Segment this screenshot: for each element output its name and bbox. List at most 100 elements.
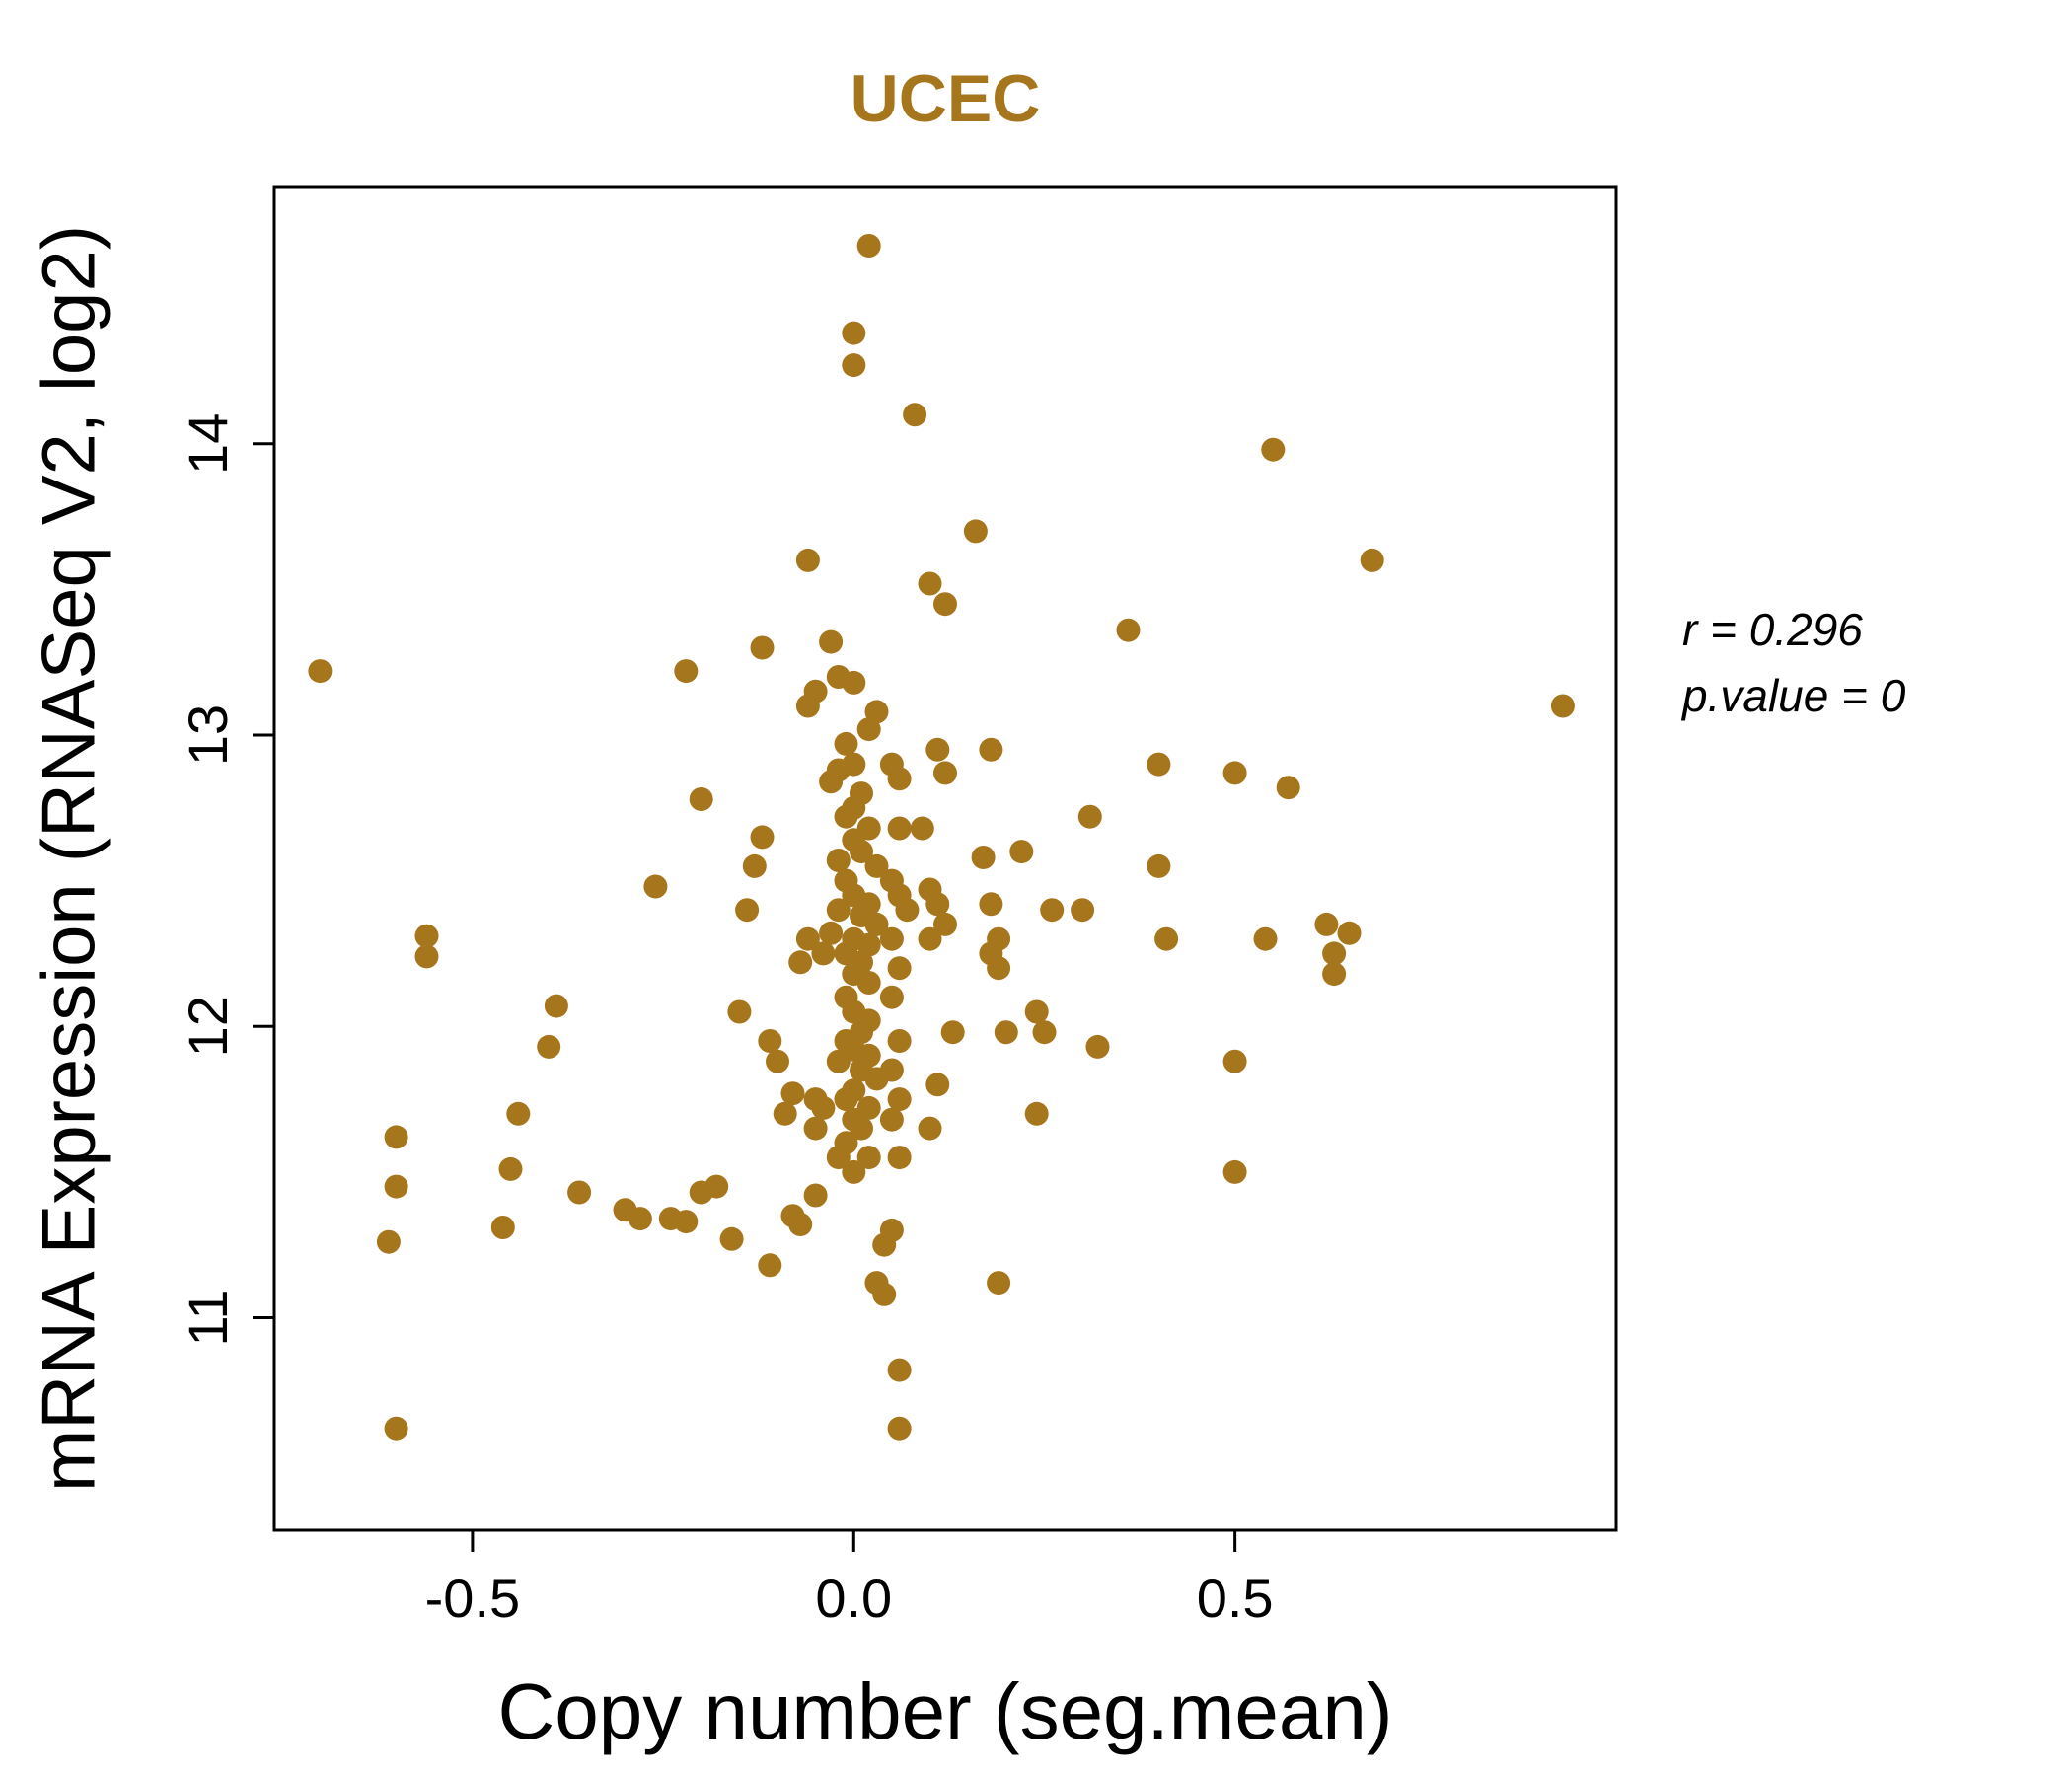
data-point	[856, 1008, 881, 1033]
data-point	[1040, 898, 1065, 923]
data-point	[903, 403, 927, 427]
data-point	[537, 1034, 561, 1059]
data-point	[887, 767, 912, 791]
data-point	[490, 1216, 515, 1239]
data-point	[887, 816, 912, 841]
data-point	[567, 1180, 592, 1205]
data-point	[788, 950, 813, 975]
data-point	[1314, 912, 1339, 936]
data-point	[850, 840, 873, 864]
data-point	[933, 592, 957, 617]
data-point	[1222, 1049, 1247, 1073]
data-point	[1222, 1159, 1247, 1184]
x-tick-label: 0.5	[1197, 1567, 1274, 1629]
data-point	[758, 1253, 782, 1278]
data-point	[1085, 1034, 1110, 1059]
y-tick-label: 14	[177, 413, 239, 475]
data-point	[803, 1183, 828, 1208]
data-point	[811, 941, 836, 966]
data-point	[910, 816, 934, 841]
data-point	[1222, 761, 1247, 785]
data-point	[727, 999, 752, 1024]
data-point	[384, 1125, 408, 1149]
data-point	[414, 924, 439, 948]
data-point	[856, 892, 881, 917]
data-point	[879, 1218, 904, 1242]
data-point	[994, 1020, 1018, 1045]
data-point	[735, 898, 760, 923]
data-point	[887, 1087, 912, 1112]
data-point	[628, 1207, 652, 1231]
data-point	[856, 1043, 881, 1068]
data-point	[987, 956, 1011, 981]
data-point	[842, 670, 866, 695]
data-point	[842, 1078, 866, 1103]
data-point	[766, 1049, 789, 1073]
data-point	[819, 921, 844, 945]
data-point	[742, 853, 767, 878]
p-value-text: p.value = 0	[1682, 669, 1906, 721]
data-point	[544, 994, 568, 1018]
data-point	[376, 1229, 401, 1254]
x-tick-label: -0.5	[425, 1567, 521, 1629]
data-point	[879, 985, 904, 1009]
data-point	[803, 679, 828, 703]
data-point	[925, 892, 950, 917]
data-point	[864, 853, 889, 878]
data-point	[842, 321, 866, 345]
data-point	[1322, 962, 1347, 987]
data-point	[819, 629, 844, 654]
correlation-annotation: r = 0.296 p.value = 0	[1682, 597, 1905, 728]
data-point	[842, 353, 866, 378]
data-point	[971, 846, 996, 869]
data-point	[887, 1029, 912, 1053]
data-point	[384, 1174, 408, 1199]
data-point	[864, 912, 889, 936]
data-point	[856, 816, 881, 841]
data-point	[842, 752, 866, 777]
data-point	[963, 519, 988, 544]
data-point	[1261, 437, 1286, 462]
data-point	[834, 731, 858, 756]
data-point	[933, 912, 957, 936]
data-point	[856, 971, 881, 995]
data-point	[689, 787, 713, 811]
data-point	[918, 571, 942, 596]
data-point	[918, 926, 942, 951]
data-point	[811, 1095, 836, 1120]
data-point	[979, 892, 1003, 917]
data-point	[643, 874, 668, 899]
data-point	[887, 1358, 912, 1382]
data-point	[1077, 804, 1102, 829]
data-point	[826, 849, 851, 872]
data-point	[856, 1146, 881, 1170]
data-point	[1550, 694, 1575, 718]
data-point	[1009, 840, 1034, 864]
data-point	[834, 1131, 858, 1155]
data-point	[842, 1159, 866, 1184]
x-axis-label: Copy number (seg.mean)	[497, 1667, 1393, 1755]
data-point	[933, 761, 957, 785]
data-point	[1360, 548, 1384, 572]
data-point	[887, 1416, 912, 1441]
data-point	[1032, 1020, 1057, 1045]
plot-border	[272, 185, 1618, 1532]
data-point	[780, 1081, 805, 1106]
data-point	[856, 1095, 881, 1120]
data-point	[987, 926, 1011, 951]
data-point	[704, 1174, 729, 1199]
data-point	[895, 898, 920, 923]
data-point	[758, 1029, 782, 1053]
data-point	[773, 1101, 797, 1126]
x-tick-label: 0.0	[815, 1567, 892, 1629]
data-point	[864, 700, 889, 724]
y-tick-label: 12	[177, 996, 239, 1057]
data-point	[925, 737, 950, 762]
data-point	[879, 926, 904, 951]
data-point	[887, 956, 912, 981]
data-point	[1071, 898, 1095, 923]
data-point	[987, 1271, 1011, 1295]
data-point	[856, 234, 881, 258]
